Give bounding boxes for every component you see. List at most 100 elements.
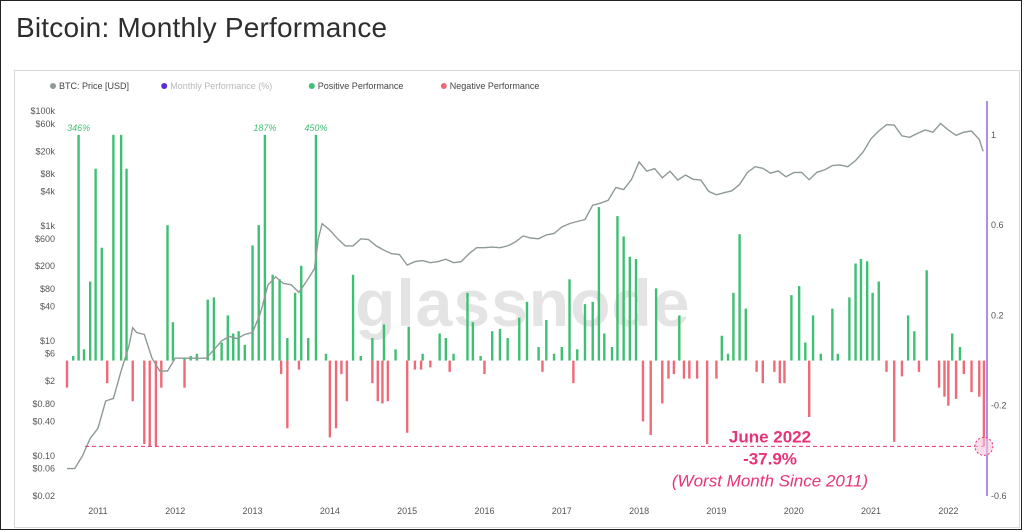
positive-bar: [119, 134, 123, 361]
negative-bar: [376, 360, 379, 402]
negative-bar: [334, 360, 338, 429]
negative-bar: [148, 360, 151, 447]
positive-bar: [616, 216, 619, 361]
negative-bar: [405, 360, 409, 433]
positive-bar: [654, 288, 658, 361]
negative-bar: [371, 360, 374, 384]
y-left-tick-label: $0.40: [32, 416, 55, 426]
y-left-tick-label: $0.10: [32, 451, 55, 461]
positive-bar: [351, 274, 355, 361]
y-left-tick-label: $10: [40, 336, 55, 346]
positive-bar: [278, 279, 281, 361]
positive-bar: [479, 356, 482, 361]
x-tick-label: 2022: [938, 506, 958, 516]
positive-bar: [371, 338, 374, 361]
negative-bar: [917, 360, 921, 372]
price-line: [67, 122, 984, 470]
y-left-tick-label: $0.02: [32, 491, 55, 501]
positive-bar: [913, 331, 916, 361]
negative-bar: [900, 360, 904, 377]
y-left-tick-label: $2: [45, 376, 55, 386]
positive-bar: [871, 292, 874, 361]
positive-bar: [407, 326, 410, 361]
y-right-tick-label: 0.2: [991, 310, 1004, 320]
positive-bar: [438, 333, 441, 361]
positive-bar: [628, 256, 632, 361]
positive-bar: [220, 342, 223, 361]
positive-bar: [271, 274, 274, 361]
negative-bar: [286, 360, 289, 429]
positive-bar: [263, 134, 267, 361]
y-left-tick-label: $6: [45, 349, 55, 359]
legend-marker: [308, 83, 315, 89]
y-right-tick-label: 1: [991, 130, 996, 140]
negative-bar: [419, 360, 423, 370]
y-left-tick-label: $8k: [40, 169, 55, 179]
positive-bar: [568, 279, 571, 361]
positive-bar: [634, 259, 638, 361]
negative-bar: [978, 360, 981, 397]
positive-bar: [877, 281, 880, 361]
positive-bar: [232, 333, 235, 361]
positive-bar: [71, 356, 75, 361]
y-right-tick-label: -0.6: [991, 491, 1007, 501]
positive-bar: [251, 245, 254, 361]
positive-bar: [237, 331, 240, 361]
positive-bar: [597, 207, 601, 361]
legend-marker: [50, 83, 56, 89]
positive-bar: [88, 281, 92, 361]
negative-bar: [106, 360, 109, 384]
negative-bar: [778, 360, 782, 384]
legend-marker: [440, 83, 447, 89]
negative-bar: [297, 360, 301, 370]
positive-bar: [466, 292, 469, 361]
positive-bar: [951, 333, 954, 361]
x-tick-label: 2021: [861, 506, 881, 516]
negative-bar: [160, 360, 163, 388]
positive-bar: [506, 338, 509, 361]
negative-bar: [386, 360, 390, 402]
positive-bar: [257, 225, 260, 361]
positive-bar: [452, 353, 455, 361]
y-left-tick-label: $1k: [40, 221, 55, 231]
negative-bar: [885, 360, 888, 372]
chart-svg: glassnode BTC: Price [USD] Monthly Perform…: [30, 81, 1007, 516]
positive-bar: [166, 225, 169, 361]
positive-bar: [720, 335, 724, 361]
positive-bar: [195, 353, 199, 361]
x-tick-label: 2012: [165, 506, 185, 516]
negative-bar: [340, 360, 343, 375]
positive-bar: [300, 265, 303, 361]
legend-label: Negative Performance: [450, 81, 540, 91]
negative-bar: [672, 360, 676, 375]
positive-bar: [958, 347, 962, 361]
positive-bar: [797, 286, 801, 361]
chart-panel: glassnode BTC: Price [USD] Monthly Perform…: [14, 70, 1020, 528]
negative-bar: [483, 360, 486, 375]
x-tick-label: 2018: [629, 506, 649, 516]
x-tick-label: 2020: [784, 506, 804, 516]
legend-label: Positive Performance: [318, 81, 404, 91]
positive-bar: [583, 304, 587, 361]
positive-bar: [112, 134, 115, 361]
positive-bar: [678, 315, 681, 361]
positive-bar: [848, 297, 851, 361]
y-right-tick-label: -0.2: [991, 401, 1007, 411]
positive-bar: [811, 315, 815, 361]
negative-bar: [783, 360, 786, 384]
positive-bar: [859, 259, 863, 361]
data-label: 187%: [253, 123, 276, 133]
legend-label: BTC: Price [USD]: [59, 81, 129, 91]
positive-bar: [576, 349, 579, 361]
worst-month-marker: [974, 436, 994, 456]
positive-bar: [854, 263, 857, 361]
negative-bar: [641, 360, 645, 422]
negative-bar: [154, 360, 158, 447]
positive-bar: [382, 324, 386, 361]
negative-bar: [65, 360, 69, 388]
negative-bar: [661, 360, 664, 404]
negative-bar: [143, 360, 146, 445]
positive-bar: [243, 344, 247, 361]
negative-bar: [448, 360, 451, 372]
